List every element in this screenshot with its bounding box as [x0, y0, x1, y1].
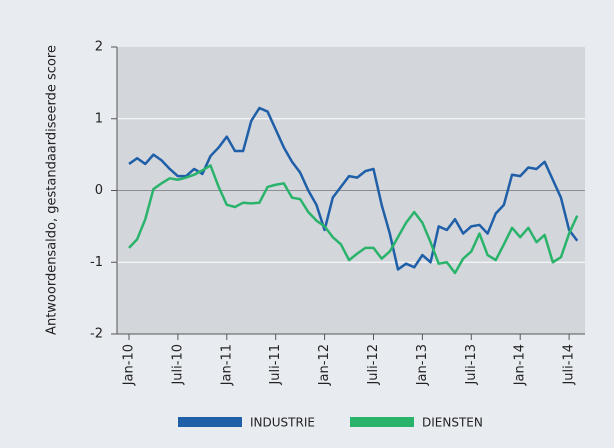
- x-tick-label: Juli-10: [170, 344, 185, 386]
- legend-swatch: [178, 417, 242, 427]
- y-tick-label: 0: [95, 183, 103, 198]
- y-tick-label: 1: [95, 111, 103, 126]
- x-tick-label: Jan-14: [513, 344, 528, 386]
- y-tick-label: -2: [90, 327, 103, 342]
- x-tick-label: Juli-13: [464, 344, 479, 386]
- x-tick-label: Jan-11: [219, 344, 234, 386]
- x-tick-label: Jan-10: [122, 344, 137, 386]
- legend-text: INDUSTRIE: [250, 416, 315, 430]
- x-tick-label: Juli-11: [268, 344, 283, 386]
- y-tick-label: 2: [95, 40, 103, 55]
- x-tick-label: Juli-14: [562, 344, 577, 386]
- y-axis-title: Antwoordensaldo, gestandaardiseerde scor…: [45, 45, 60, 335]
- y-tick-label: -1: [90, 255, 103, 270]
- x-tick-label: Juli-12: [366, 344, 381, 386]
- legend-swatch: [350, 417, 414, 427]
- x-tick-label: Jan-12: [317, 344, 332, 386]
- legend-text: DIENSTEN: [422, 416, 483, 430]
- series-line: [128, 164, 579, 275]
- x-tick-label: Jan-13: [415, 344, 430, 386]
